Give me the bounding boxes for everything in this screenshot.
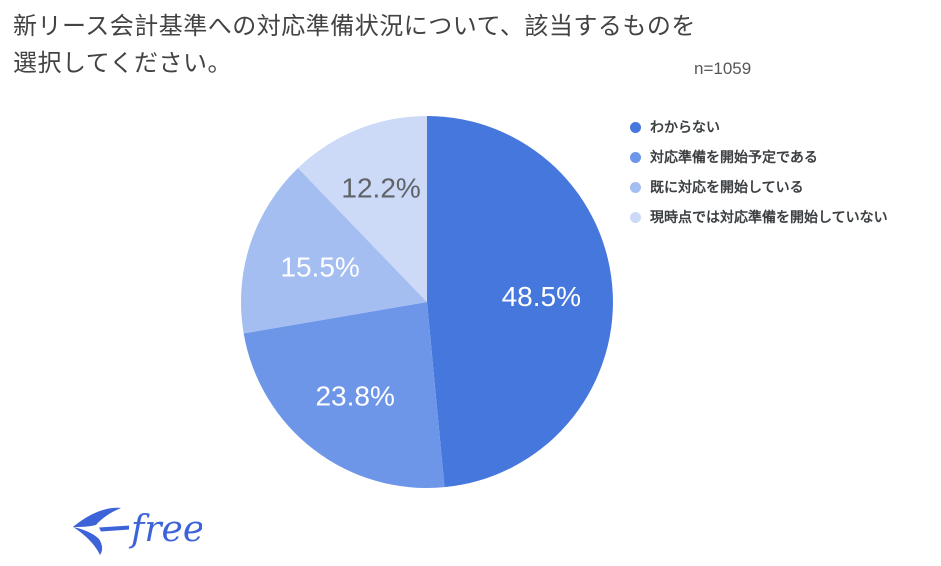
legend-item-1: わからない	[630, 112, 888, 142]
legend-item-3: 既に対応を開始している	[630, 172, 888, 202]
pie-slice-2	[243, 302, 445, 488]
legend-item-label: 既に対応を開始している	[650, 179, 804, 195]
chart-title-line-1: 新リース会計基準への対応準備状況について、該当するものを	[13, 13, 696, 40]
sample-size-label: n=1059	[694, 59, 752, 78]
legend-dot-icon	[630, 151, 641, 163]
freee-logo: freee	[72, 500, 225, 558]
freee-logo-graphic: freee	[73, 507, 225, 555]
pie-slice-label-1: 48.5%	[502, 281, 581, 312]
legend: わからない対応準備を開始予定である 既に対応を開始している現時点では対応準備を開始…	[630, 112, 888, 232]
chart-title-line-2: 選択してください。	[13, 50, 233, 77]
legend-item-label: 現時点では対応準備を開始していない	[650, 209, 888, 225]
pie-slice-1	[427, 116, 613, 488]
pie-slice-3	[240, 168, 427, 334]
legend-item-label: わからない	[650, 119, 720, 135]
pie-slice-label-4: 12.2%	[341, 173, 420, 204]
swallow-icon	[73, 507, 129, 555]
legend-dot-icon	[630, 211, 641, 223]
chart-title: 新リース会計基準への対応準備状況について、該当するものを 選択してください。	[13, 8, 696, 82]
legend-item-label: 対応準備を開始予定である	[650, 149, 818, 165]
pie-slice-label-3: 15.5%	[280, 251, 359, 282]
pie-slice-label-2: 23.8%	[315, 380, 394, 411]
pie-slice-4	[297, 116, 427, 302]
legend-item-4: 現時点では対応準備を開始していない	[630, 202, 888, 232]
logo-text: freee	[128, 509, 202, 550]
legend-dot-icon	[630, 121, 641, 133]
legend-item-2: 対応準備を開始予定である	[630, 142, 888, 172]
pie-chart: 48.5% 23.8% 15.5% 12.2%	[240, 116, 613, 488]
legend-dot-icon	[630, 181, 641, 193]
